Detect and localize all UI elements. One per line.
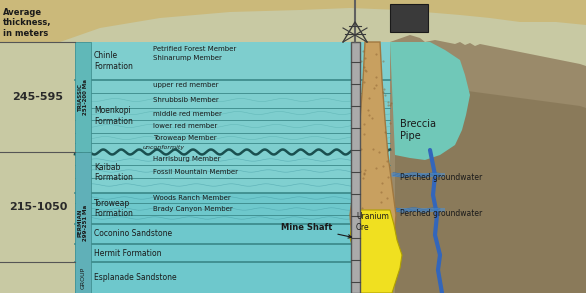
Text: Chinle
Formation: Chinle Formation bbox=[94, 51, 133, 71]
Text: Woods Ranch Member: Woods Ranch Member bbox=[153, 195, 231, 201]
Bar bbox=[390, 208, 445, 212]
Text: Fossil Mountain Member: Fossil Mountain Member bbox=[153, 169, 238, 175]
Polygon shape bbox=[350, 210, 402, 293]
Text: Perched groundwater: Perched groundwater bbox=[400, 209, 482, 217]
Polygon shape bbox=[0, 0, 586, 42]
Bar bbox=[390, 173, 445, 177]
Text: PERMIAN
299-251 Ma: PERMIAN 299-251 Ma bbox=[77, 205, 88, 241]
Text: Uranium
Ore: Uranium Ore bbox=[356, 212, 389, 232]
Text: middle red member: middle red member bbox=[153, 111, 222, 117]
Text: Perched groundwater: Perched groundwater bbox=[400, 173, 482, 183]
Text: 215-1050: 215-1050 bbox=[9, 202, 67, 212]
Text: GROUP: GROUP bbox=[80, 266, 86, 289]
Bar bbox=[75, 42, 390, 152]
Bar bbox=[75, 42, 91, 152]
Polygon shape bbox=[390, 42, 470, 160]
Text: lower red member: lower red member bbox=[153, 123, 217, 129]
Text: Shrubbsib Member: Shrubbsib Member bbox=[153, 97, 219, 103]
Text: Average
thickness,
in meters: Average thickness, in meters bbox=[3, 8, 52, 38]
Text: TRIASSIC
251-200 Ma: TRIASSIC 251-200 Ma bbox=[77, 79, 88, 115]
Text: Toroweap Member: Toroweap Member bbox=[153, 135, 217, 141]
Bar bbox=[351, 42, 360, 293]
Text: Toroweap
Formation: Toroweap Formation bbox=[94, 199, 133, 218]
Bar bbox=[75, 152, 390, 193]
Text: Moenkopi
Formation: Moenkopi Formation bbox=[94, 106, 133, 126]
Text: Coconino Sandstone: Coconino Sandstone bbox=[94, 229, 172, 239]
Text: Petrified Forest Member: Petrified Forest Member bbox=[153, 46, 236, 52]
Text: upper red member: upper red member bbox=[153, 82, 219, 88]
Text: Hermit Formation: Hermit Formation bbox=[94, 248, 162, 258]
Bar bbox=[75, 152, 390, 293]
Bar bbox=[75, 152, 91, 293]
Text: Breccia
Pipe: Breccia Pipe bbox=[400, 119, 436, 141]
Bar bbox=[390, 4, 428, 32]
Text: 245-595: 245-595 bbox=[12, 92, 63, 102]
Text: Kaibab
Formation: Kaibab Formation bbox=[94, 163, 133, 182]
Text: Esplanade Sandstone: Esplanade Sandstone bbox=[94, 273, 176, 282]
Text: Brady Canyon Member: Brady Canyon Member bbox=[153, 206, 233, 212]
Text: Harrisburg Member: Harrisburg Member bbox=[153, 156, 220, 162]
Polygon shape bbox=[350, 42, 396, 293]
Polygon shape bbox=[395, 82, 586, 293]
Text: Mine Shaft: Mine Shaft bbox=[281, 223, 352, 238]
Text: unconformity: unconformity bbox=[143, 146, 185, 151]
Polygon shape bbox=[390, 35, 586, 293]
Text: Shinarump Member: Shinarump Member bbox=[153, 55, 222, 61]
